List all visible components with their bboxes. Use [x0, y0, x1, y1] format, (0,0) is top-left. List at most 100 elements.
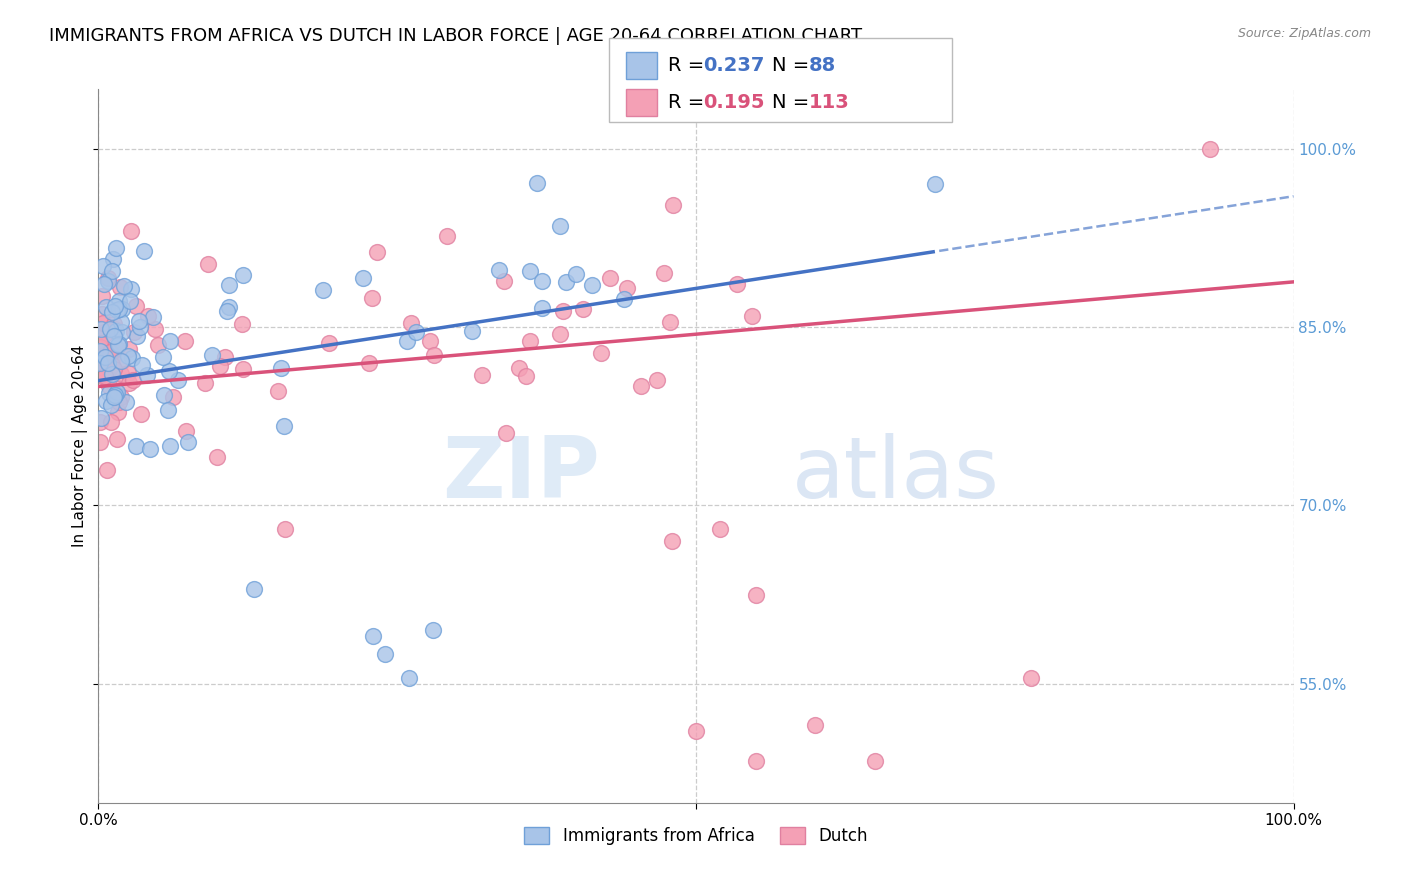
Y-axis label: In Labor Force | Age 20-64: In Labor Force | Age 20-64 [72, 345, 89, 547]
Dutch [194, 376, 217, 390]
Immigrants from Africa [159, 439, 181, 453]
Immigrants from Africa [139, 442, 162, 456]
Immigrants from Africa [120, 294, 142, 309]
Dutch [232, 362, 254, 376]
Dutch [89, 366, 111, 380]
Dutch [725, 277, 748, 291]
Dutch [91, 289, 114, 303]
Dutch [436, 228, 458, 243]
Immigrants from Africa [422, 624, 444, 638]
Immigrants from Africa [312, 283, 335, 297]
Immigrants from Africa [531, 301, 554, 315]
Immigrants from Africa [581, 277, 603, 292]
Dutch [548, 326, 571, 341]
Immigrants from Africa [110, 315, 132, 329]
Legend: Immigrants from Africa, Dutch: Immigrants from Africa, Dutch [517, 820, 875, 852]
Immigrants from Africa [117, 349, 139, 363]
Dutch [174, 334, 197, 349]
Immigrants from Africa [97, 274, 120, 288]
Immigrants from Africa [105, 387, 128, 401]
Dutch [709, 522, 731, 536]
Dutch [589, 346, 612, 360]
Dutch [1019, 671, 1042, 685]
Dutch [90, 307, 112, 321]
Dutch [98, 343, 121, 357]
Immigrants from Africa [101, 263, 124, 277]
Dutch [519, 334, 541, 348]
Dutch [508, 361, 530, 376]
Dutch [360, 291, 382, 305]
Immigrants from Africa [104, 388, 127, 402]
Immigrants from Africa [396, 334, 419, 348]
Immigrants from Africa [89, 344, 111, 359]
Dutch [495, 425, 517, 440]
Dutch [197, 256, 219, 270]
Immigrants from Africa [152, 388, 174, 402]
Immigrants from Africa [100, 398, 122, 412]
Dutch [89, 341, 111, 355]
Immigrants from Africa [89, 356, 111, 370]
Dutch [357, 356, 380, 370]
Immigrants from Africa [167, 373, 190, 387]
Immigrants from Africa [270, 360, 292, 375]
Immigrants from Africa [201, 348, 224, 362]
Immigrants from Africa [374, 647, 396, 661]
Immigrants from Africa [531, 274, 554, 288]
Immigrants from Africa [363, 629, 385, 643]
Dutch [471, 368, 494, 382]
Dutch [89, 354, 111, 368]
Immigrants from Africa [104, 299, 127, 313]
Immigrants from Africa [93, 277, 115, 291]
Immigrants from Africa [90, 322, 112, 336]
Dutch [209, 359, 232, 373]
Dutch [551, 303, 574, 318]
Immigrants from Africa [120, 282, 142, 296]
Immigrants from Africa [550, 219, 572, 234]
Dutch [129, 408, 152, 422]
Immigrants from Africa [103, 390, 125, 404]
Immigrants from Africa [488, 262, 510, 277]
Dutch [205, 450, 228, 465]
Immigrants from Africa [159, 334, 181, 348]
Dutch [121, 373, 143, 387]
Immigrants from Africa [461, 324, 484, 338]
Dutch [103, 362, 125, 376]
Dutch [98, 379, 121, 393]
Dutch [685, 724, 707, 739]
Dutch [318, 336, 340, 351]
Dutch [103, 317, 125, 331]
Dutch [143, 322, 166, 336]
Dutch [91, 367, 114, 381]
Immigrants from Africa [125, 328, 148, 343]
Text: 113: 113 [808, 94, 849, 112]
Immigrants from Africa [90, 411, 112, 425]
Dutch [661, 534, 683, 549]
Immigrants from Africa [519, 264, 541, 278]
Immigrants from Africa [157, 364, 180, 378]
Dutch [647, 373, 669, 387]
Text: R =: R = [668, 94, 710, 112]
Dutch [103, 344, 125, 359]
Dutch [89, 435, 111, 450]
Immigrants from Africa [98, 322, 121, 336]
Immigrants from Africa [110, 354, 132, 368]
Dutch [100, 345, 122, 359]
Text: R =: R = [668, 56, 710, 75]
Immigrants from Africa [107, 337, 129, 351]
Dutch [366, 244, 388, 259]
Dutch [105, 433, 128, 447]
Immigrants from Africa [555, 275, 578, 289]
Immigrants from Africa [104, 324, 127, 338]
Immigrants from Africa [96, 300, 118, 314]
Immigrants from Africa [565, 267, 588, 281]
Immigrants from Africa [157, 403, 180, 417]
Dutch [104, 322, 127, 336]
Immigrants from Africa [131, 358, 153, 372]
Immigrants from Africa [94, 350, 117, 364]
Immigrants from Africa [97, 385, 120, 400]
Dutch [865, 754, 887, 768]
Dutch [90, 351, 112, 366]
Dutch [419, 334, 441, 349]
Dutch [176, 424, 198, 438]
Immigrants from Africa [121, 351, 143, 365]
